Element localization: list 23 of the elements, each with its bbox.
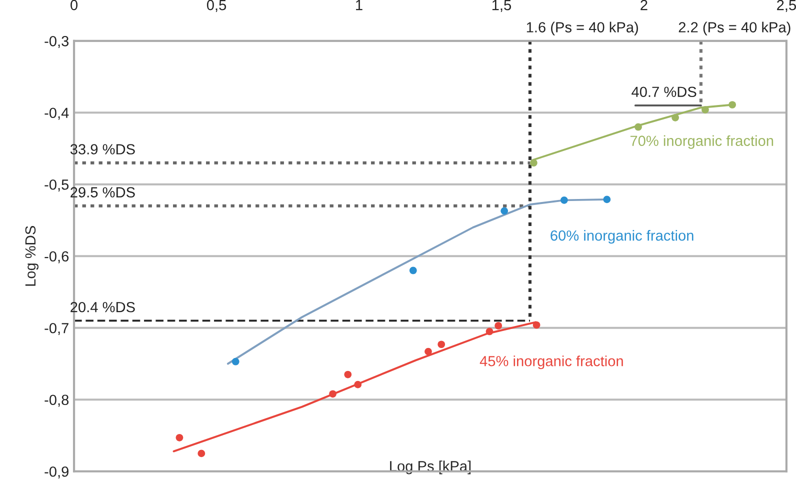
series-label: 45% inorganic fraction xyxy=(480,356,623,370)
y-tick-label: -0,9 xyxy=(44,466,68,479)
y-tick-label: -0,5 xyxy=(44,179,69,192)
x-tick-label: 1,5 xyxy=(492,0,512,12)
series-label: 60% inorganic fraction xyxy=(550,230,694,244)
y-axis-title: Log %DS xyxy=(25,226,38,286)
annotation: 40.7 %DS xyxy=(632,86,696,98)
annotation: 2.2 (Ps = 40 kPa) xyxy=(678,22,790,36)
x-tick-label: 2 xyxy=(640,0,648,10)
x-tick-label: 0,5 xyxy=(206,0,226,12)
y-tick-label: -0,4 xyxy=(44,108,69,120)
x-tick-label: 0 xyxy=(70,0,78,10)
annotation: 1.6 (Ps = 40 kPa) xyxy=(526,22,638,36)
annotation: 29.5 %DS xyxy=(70,187,135,198)
annotation: 20.4 %DS xyxy=(70,302,135,312)
x-tick-label: 2,5 xyxy=(777,0,796,12)
y-tick-label: -0,8 xyxy=(44,394,69,407)
series-label: 70% inorganic fraction xyxy=(630,135,774,149)
y-tick-label: -0,7 xyxy=(44,322,68,336)
y-tick-label: -0,6 xyxy=(44,251,69,264)
x-tick-label: 1 xyxy=(356,0,362,10)
annotation: 33.9 %DS xyxy=(70,144,135,154)
y-tick-label: -0,3 xyxy=(44,36,69,48)
